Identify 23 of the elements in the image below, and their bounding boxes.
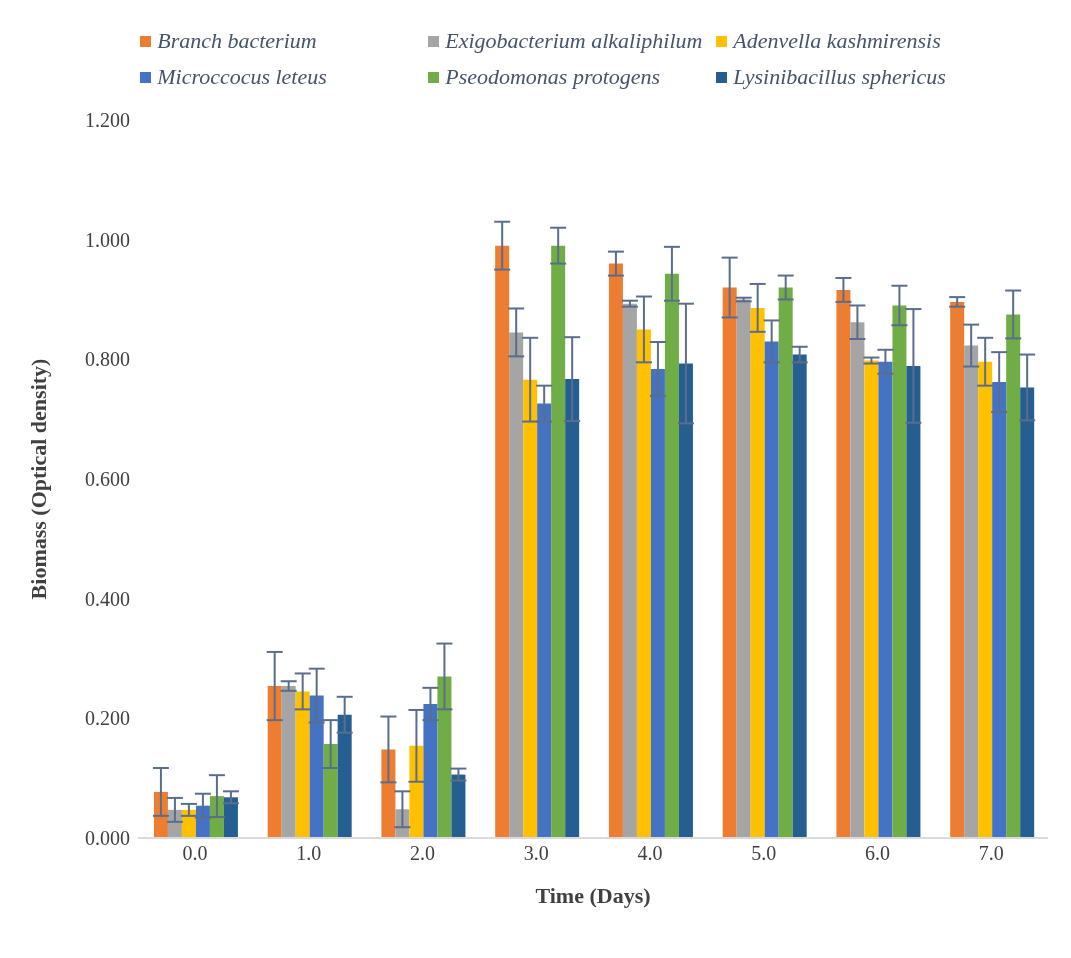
legend-label: Branch bacterium — [157, 28, 317, 54]
x-tick-label: 6.0 — [864, 842, 890, 865]
x-tick-label: 0.0 — [182, 842, 208, 865]
y-tick-label: 1.200 — [85, 109, 130, 132]
legend-label: Lysinibacillus sphericus — [733, 64, 946, 90]
x-tick-label: 1.0 — [296, 842, 322, 865]
x-tick-label: 2.0 — [409, 842, 435, 865]
x-tick-label: 5.0 — [751, 842, 777, 865]
legend-label: Microccocus leteus — [157, 64, 327, 90]
y-tick-label: 0.800 — [85, 348, 130, 371]
y-tick-label: 0.000 — [85, 827, 130, 850]
legend-label: Adenvella kashmirensis — [733, 28, 941, 54]
legend-label: Exigobacterium alkaliphilum — [445, 28, 703, 54]
y-tick-label: 0.400 — [85, 587, 130, 610]
y-tick-label: 0.600 — [85, 468, 130, 491]
y-axis-title: Biomass (Optical density) — [25, 358, 51, 600]
x-tick-label: 4.0 — [637, 842, 663, 865]
x-tick-label: 3.0 — [523, 842, 549, 865]
x-tick-label: 7.0 — [978, 842, 1004, 865]
y-tick-label: 0.200 — [85, 707, 130, 730]
y-tick-label: 1.000 — [85, 228, 130, 251]
x-axis-title: Time (Days) — [535, 883, 651, 908]
legend-label: Pseodomonas protogens — [445, 64, 661, 90]
